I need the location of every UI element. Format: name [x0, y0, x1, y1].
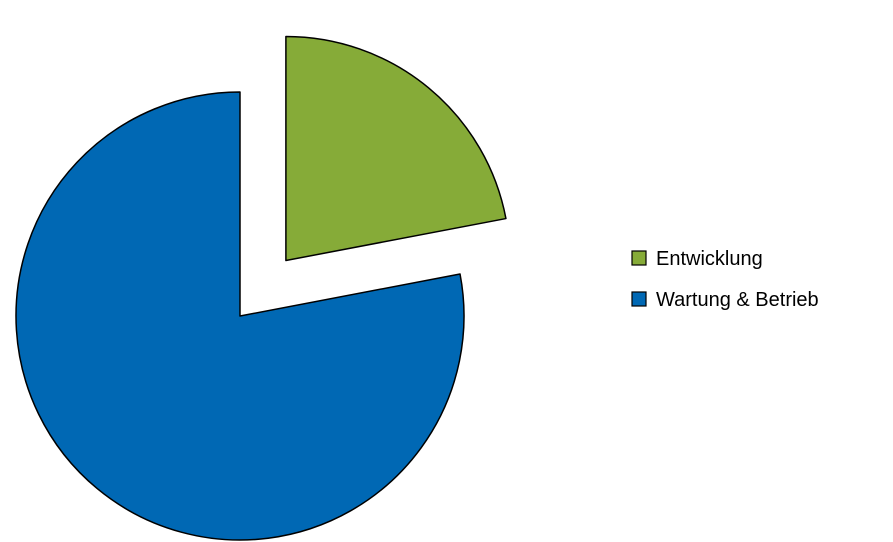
legend-swatch-wartung-betrieb — [631, 291, 647, 307]
pie-slice-entwicklung — [285, 35, 507, 262]
legend-label-wartung-betrieb: Wartung & Betrieb — [656, 289, 819, 311]
legend-swatch-entwicklung — [631, 250, 647, 266]
legend-label-entwicklung: Entwicklung — [656, 248, 763, 270]
pie-slice-wartung-betrieb — [15, 91, 465, 541]
legend: Entwicklung Wartung & Betrieb — [631, 248, 819, 311]
pie-slices — [15, 35, 507, 541]
